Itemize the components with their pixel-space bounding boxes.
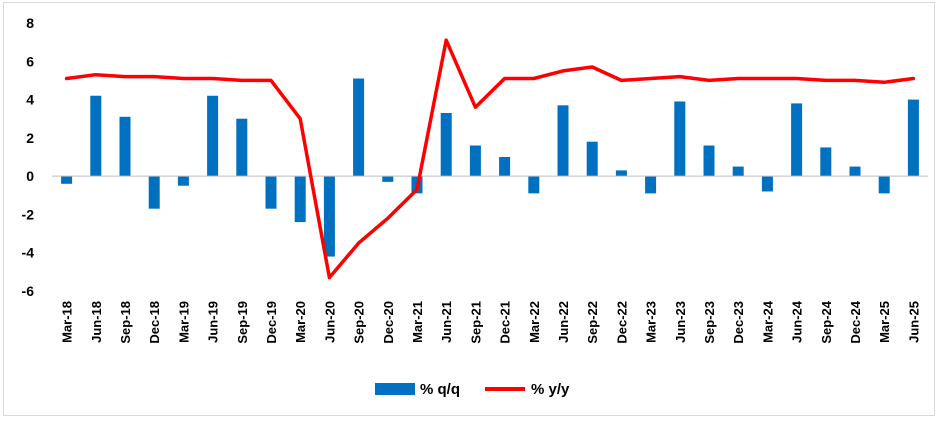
x-tick-label: Mar-18: [60, 301, 75, 343]
bar-qq: [148, 176, 160, 209]
chart-frame: 8 6 4 2 0 -2 -4 -6 Mar-18 Jun-18 Sep-18 Dec-18 Mar-…: [3, 2, 935, 416]
x-tick-label: Sep-23: [702, 301, 717, 344]
x-tick-label: Jun-19: [206, 301, 221, 343]
bar-qq: [353, 78, 365, 177]
bar-qq: [878, 176, 890, 194]
x-tick-label: Dec-22: [614, 301, 629, 344]
x-tick-label: Jun-21: [439, 301, 454, 343]
y-tick-label: -6: [22, 283, 35, 299]
bar-qq: [236, 118, 248, 177]
x-tick-label: Jun-22: [556, 301, 571, 343]
x-tick-label: Jun-20: [322, 301, 337, 343]
bar-qq: [469, 145, 481, 177]
legend-swatch-qq: [375, 383, 415, 395]
x-tick-label: Jun-23: [673, 301, 688, 343]
x-tick-label: Dec-24: [848, 300, 863, 343]
x-tick-label: Sep-19: [235, 301, 250, 344]
x-tick-label: Mar-20: [293, 301, 308, 343]
x-tick-label: Dec-20: [381, 301, 396, 344]
y-tick-label: 8: [26, 15, 34, 31]
bar-qq: [761, 176, 773, 192]
bar-qq: [615, 170, 627, 177]
legend-label-qq: % q/q: [420, 381, 460, 398]
bar-qq: [323, 176, 335, 257]
bar-qq: [586, 141, 598, 177]
y-tick-label: -2: [22, 206, 35, 222]
bar-qq: [440, 112, 452, 177]
bar-qq: [674, 101, 686, 177]
x-tick-label: Dec-19: [264, 301, 279, 344]
x-tick-label: Dec-18: [147, 301, 162, 344]
bar-qq: [907, 99, 919, 177]
y-tick-label: 0: [26, 168, 34, 184]
bar-series-qq: [61, 78, 919, 257]
legend: % q/q % y/y: [375, 381, 570, 398]
bar-qq: [791, 103, 803, 177]
bar-qq: [849, 166, 861, 177]
x-tick-label: Mar-19: [176, 301, 191, 343]
x-tick-label: Sep-20: [352, 301, 367, 344]
bar-qq: [61, 176, 73, 184]
bar-qq: [265, 176, 277, 209]
bar-qq: [119, 116, 131, 177]
y-axis-ticks: 8 6 4 2 0 -2 -4 -6: [22, 15, 35, 299]
bar-qq: [90, 95, 102, 177]
x-tick-label: Sep-22: [585, 301, 600, 344]
y-tick-label: 2: [26, 130, 34, 146]
x-axis-ticks: Mar-18 Jun-18 Sep-18 Dec-18 Mar-19 Jun-19 Sep-…: [60, 300, 922, 343]
bar-qq: [645, 176, 657, 194]
bar-qq: [528, 176, 540, 194]
legend-label-yy: % y/y: [531, 381, 570, 398]
bar-qq: [820, 147, 832, 177]
bar-qq: [703, 145, 715, 177]
x-tick-label: Mar-23: [644, 301, 659, 343]
x-tick-label: Mar-22: [527, 301, 542, 343]
x-tick-label: Sep-18: [118, 301, 133, 344]
x-tick-label: Jun-24: [790, 300, 805, 343]
y-tick-label: 4: [26, 92, 34, 108]
y-tick-label: 6: [26, 53, 34, 69]
y-tick-label: -4: [22, 245, 35, 261]
bar-qq: [732, 166, 744, 177]
x-tick-label: Dec-21: [498, 301, 513, 344]
bar-qq: [499, 157, 511, 177]
bar-qq: [207, 95, 219, 177]
x-tick-label: Sep-24: [819, 300, 834, 343]
x-tick-label: Jun-18: [89, 301, 104, 343]
bar-qq: [294, 176, 306, 223]
x-tick-label: Mar-24: [760, 300, 775, 343]
x-tick-label: Jun-25: [906, 301, 921, 343]
bar-qq: [382, 176, 394, 182]
line-series-yy: [64, 38, 916, 280]
bar-qq: [557, 105, 569, 177]
x-tick-label: Mar-25: [877, 301, 892, 343]
x-tick-label: Dec-23: [731, 301, 746, 344]
x-tick-label: Sep-21: [468, 301, 483, 344]
x-tick-label: Mar-21: [410, 301, 425, 343]
bar-qq: [177, 176, 189, 186]
